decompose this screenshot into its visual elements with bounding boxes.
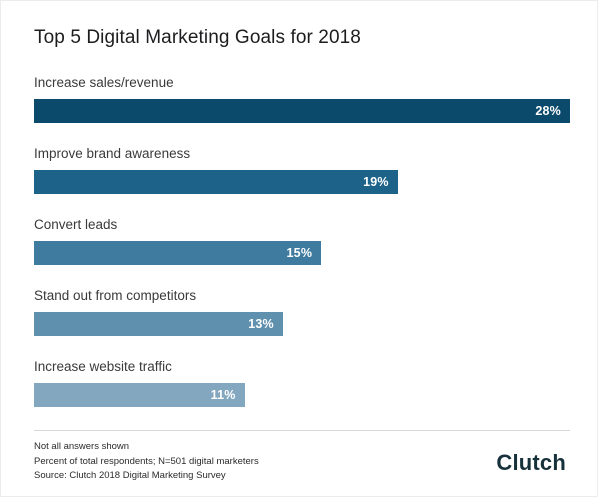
bar-track: 13%: [34, 312, 570, 336]
bar-row: Stand out from competitors 13%: [34, 288, 570, 336]
bar-track: 15%: [34, 241, 570, 265]
bar-category-label: Improve brand awareness: [34, 146, 191, 161]
chart-title: Top 5 Digital Marketing Goals for 2018: [34, 27, 361, 48]
footnote-line: Not all answers shown: [34, 441, 130, 452]
footer-separator: [34, 430, 570, 431]
bar-increase-website-traffic: 11%: [34, 383, 245, 407]
bar-value-label: 13%: [248, 317, 274, 331]
bar-track: 19%: [34, 170, 570, 194]
bar-value-label: 15%: [286, 246, 313, 260]
bar-row: Increase website traffic 11%: [34, 359, 570, 407]
bar-category-label: Stand out from competitors: [34, 288, 197, 303]
bar-row: Improve brand awareness 19%: [34, 146, 570, 194]
footnotes: Not all answers shown Percent of total r…: [34, 440, 259, 484]
bar-category-label: Increase sales/revenue: [34, 75, 174, 90]
bar-increase-sales-revenue: 28%: [34, 99, 570, 123]
bar-category-label: Convert leads: [34, 217, 118, 232]
bar-value-label: 28%: [535, 104, 561, 118]
clutch-logo: Clutch: [496, 450, 566, 476]
bar-convert-leads: 15%: [34, 241, 322, 265]
bar-improve-brand-awareness: 19%: [34, 170, 398, 194]
bar-category-label: Increase website traffic: [34, 359, 172, 374]
bar-row: Convert leads 15%: [34, 217, 570, 265]
bar-track: 28%: [34, 99, 570, 123]
footnote-line: Percent of total respondents; N=501 digi…: [34, 455, 259, 467]
footer: Not all answers shown Percent of total r…: [34, 440, 570, 484]
footnote-line: Source: Clutch 2018 Digital Marketing Su…: [34, 470, 226, 482]
bar-stand-out-from-competitors: 13%: [34, 312, 283, 336]
bar-row: Increase sales/revenue 28%: [34, 75, 570, 123]
bar-track: 11%: [34, 383, 570, 407]
bar-value-label: 11%: [210, 388, 236, 402]
bar-value-label: 19%: [363, 175, 389, 189]
